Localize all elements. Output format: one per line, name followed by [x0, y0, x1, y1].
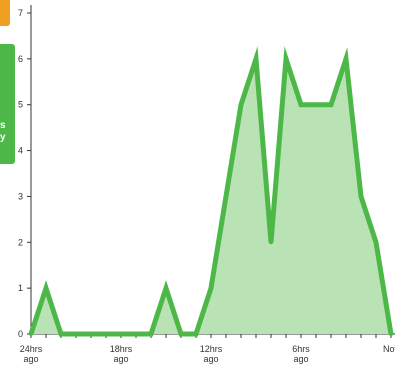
data-point — [374, 240, 378, 245]
x-tick-label: 6hrs ago — [292, 344, 310, 364]
data-point — [44, 286, 48, 291]
x-tick-label: Nov — [383, 344, 395, 354]
data-point — [59, 332, 63, 336]
data-point — [299, 102, 303, 107]
data-point — [329, 102, 333, 107]
y-tick-label: 0 — [18, 329, 23, 339]
data-point — [389, 332, 393, 336]
data-point — [134, 332, 138, 336]
data-point — [359, 194, 363, 199]
data-point — [194, 332, 198, 336]
y-tick-label: 7 — [18, 8, 23, 18]
data-point — [224, 194, 228, 199]
y-tick-label: 5 — [18, 100, 23, 110]
data-point — [29, 332, 33, 336]
data-point — [149, 332, 153, 336]
x-tick-label: 24hrs ago — [20, 344, 43, 364]
data-point — [344, 56, 348, 61]
data-point — [284, 56, 288, 61]
data-point — [164, 286, 168, 291]
y-tick-label: 1 — [18, 283, 23, 293]
data-point — [104, 332, 108, 336]
data-point — [179, 332, 183, 336]
orange-side-tab[interactable] — [0, 0, 10, 26]
data-point — [269, 240, 273, 245]
x-tick-label: 12hrs ago — [200, 344, 223, 364]
data-point — [89, 332, 93, 336]
green-side-tab[interactable]: s y — [0, 44, 15, 164]
data-point — [74, 332, 78, 336]
x-tick-label: 18hrs ago — [110, 344, 133, 364]
y-tick-label: 4 — [18, 146, 23, 156]
y-tick-label: 6 — [18, 54, 23, 64]
y-tick-label: 3 — [18, 191, 23, 201]
data-point — [314, 102, 318, 107]
green-side-tab-label: s y — [0, 120, 6, 143]
chart-area-layer — [28, 46, 394, 337]
area-fill — [31, 58, 391, 335]
data-point — [209, 286, 213, 291]
data-point — [239, 102, 243, 107]
chart-labels: 0 1 2 3 4 5 6 7 24hrs ago 18hrs ago 12hrs ago 6hrs ago N… — [18, 8, 395, 364]
data-point — [119, 332, 123, 336]
y-tick-label: 2 — [18, 237, 23, 247]
data-point — [254, 56, 258, 61]
